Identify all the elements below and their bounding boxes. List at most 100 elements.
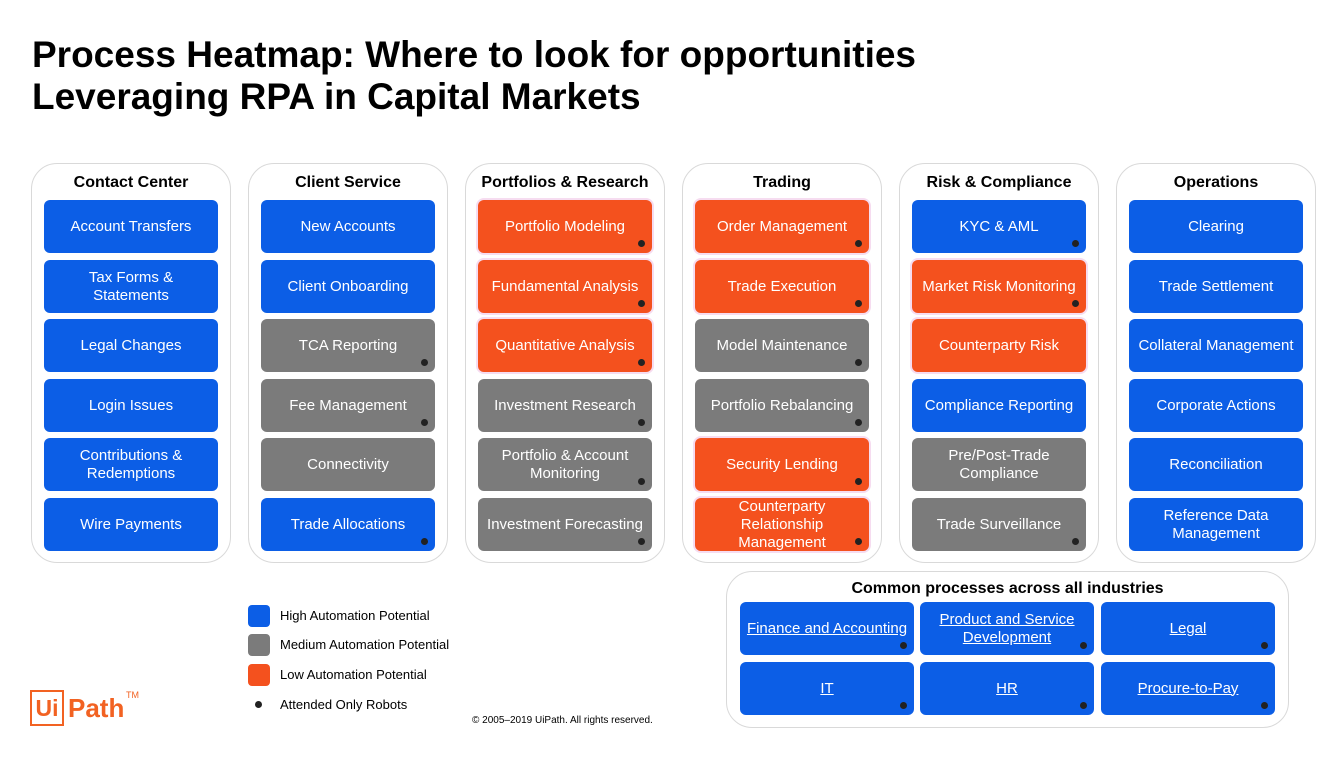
process-box-collateral-management: Collateral Management — [1129, 319, 1303, 372]
process-box-connectivity: Connectivity — [261, 438, 435, 491]
attended-robot-dot — [855, 478, 862, 485]
column-risk-compliance: Risk & Compliance KYC & AML Market Risk Mo… — [899, 163, 1099, 563]
process-label: Client Onboarding — [287, 277, 409, 295]
common-link-procure-to-pay[interactable]: Procure-to-Pay — [1101, 662, 1275, 715]
process-box-counterparty-risk: Counterparty Risk — [912, 319, 1086, 372]
process-label: Trade Settlement — [1158, 277, 1274, 295]
process-label: Legal Changes — [80, 336, 182, 354]
attended-robot-dot — [638, 359, 645, 366]
legend-dot-icon — [255, 701, 262, 708]
title-line-1: Process Heatmap: Where to look for oppor… — [32, 34, 917, 75]
process-label: Trade Allocations — [290, 515, 406, 533]
process-box-wire-payments: Wire Payments — [44, 498, 218, 551]
process-box-fee-management: Fee Management — [261, 379, 435, 432]
process-box-kyc-aml: KYC & AML — [912, 200, 1086, 253]
legend-swatch-high — [248, 605, 270, 627]
attended-robot-dot — [638, 538, 645, 545]
common-link-product-and-service-development[interactable]: Product and Service Development — [920, 602, 1094, 655]
process-label: Trade Execution — [727, 277, 837, 295]
process-box-pre-post-trade-compliance: Pre/Post-Trade Compliance — [912, 438, 1086, 491]
process-box-compliance-reporting: Compliance Reporting — [912, 379, 1086, 432]
attended-robot-dot — [638, 240, 645, 247]
common-link-label: HR — [996, 679, 1018, 697]
process-box-quantitative-analysis: Quantitative Analysis — [478, 319, 652, 372]
process-label: Quantitative Analysis — [495, 336, 635, 354]
process-label: Counterparty Risk — [938, 336, 1060, 354]
process-box-contributions-redemptions: Contributions & Redemptions — [44, 438, 218, 491]
attended-robot-dot — [1072, 538, 1079, 545]
logo-trademark: TM — [126, 690, 139, 700]
attended-robot-dot — [421, 538, 428, 545]
attended-robot-dot — [900, 702, 907, 709]
process-label: TCA Reporting — [298, 336, 398, 354]
process-label: Model Maintenance — [716, 336, 848, 354]
process-box-order-management: Order Management — [695, 200, 869, 253]
process-label: Order Management — [716, 217, 848, 235]
attended-robot-dot — [638, 478, 645, 485]
process-box-account-transfers: Account Transfers — [44, 200, 218, 253]
attended-robot-dot — [1261, 642, 1268, 649]
process-label: KYC & AML — [959, 217, 1039, 235]
column-contact-center: Contact Center Account Transfers Tax Forms… — [31, 163, 231, 563]
column-portfolios-research: Portfolios & Research Portfolio Modeling F… — [465, 163, 665, 563]
process-label: Investment Forecasting — [487, 515, 643, 533]
common-link-it[interactable]: IT — [740, 662, 914, 715]
column-header: Risk & Compliance — [926, 174, 1072, 191]
attended-robot-dot — [855, 359, 862, 366]
process-box-portfolio-account-monitoring: Portfolio & Account Monitoring — [478, 438, 652, 491]
process-label: Corporate Actions — [1156, 396, 1276, 414]
process-box-fundamental-analysis: Fundamental Analysis — [478, 260, 652, 313]
process-label: Portfolio Modeling — [504, 217, 626, 235]
common-processes-header: Common processes across all industries — [851, 580, 1164, 597]
column-header: Client Service — [295, 174, 401, 191]
process-label: Portfolio Rebalancing — [710, 396, 854, 414]
process-box-investment-research: Investment Research — [478, 379, 652, 432]
process-box-reference-data-management: Reference Data Management — [1129, 498, 1303, 551]
process-label: Reference Data Management — [1163, 506, 1269, 542]
process-label: Contributions & Redemptions — [79, 446, 183, 482]
process-label: Pre/Post-Trade Compliance — [948, 446, 1050, 482]
attended-robot-dot — [1072, 300, 1079, 307]
process-label: Login Issues — [88, 396, 174, 414]
process-box-market-risk-monitoring: Market Risk Monitoring — [912, 260, 1086, 313]
legend-swatch-low — [248, 664, 270, 686]
process-box-trade-allocations: Trade Allocations — [261, 498, 435, 551]
process-box-reconciliation: Reconciliation — [1129, 438, 1303, 491]
process-label: Counterparty Relationship Management — [738, 497, 826, 551]
logo-path-text: Path — [68, 693, 125, 723]
column-client-service: Client Service New Accounts Client Onboard… — [248, 163, 448, 563]
process-box-trade-surveillance: Trade Surveillance — [912, 498, 1086, 551]
legend-label: Medium Automation Potential — [280, 637, 450, 652]
legend-label: Low Automation Potential — [280, 667, 427, 682]
attended-robot-dot — [1072, 240, 1079, 247]
process-box-model-maintenance: Model Maintenance — [695, 319, 869, 372]
page-title: Process Heatmap: Where to look for oppor… — [32, 34, 916, 118]
common-link-hr[interactable]: HR — [920, 662, 1094, 715]
process-box-portfolio-modeling: Portfolio Modeling — [478, 200, 652, 253]
common-link-label: Finance and Accounting — [746, 619, 908, 637]
attended-robot-dot — [1080, 642, 1087, 649]
process-label: Clearing — [1188, 217, 1244, 235]
attended-robot-dot — [900, 642, 907, 649]
process-box-new-accounts: New Accounts — [261, 200, 435, 253]
attended-robot-dot — [1080, 702, 1087, 709]
process-box-investment-forecasting: Investment Forecasting — [478, 498, 652, 551]
legend-label: Attended Only Robots — [280, 697, 408, 712]
process-box-legal-changes: Legal Changes — [44, 319, 218, 372]
process-box-client-onboarding: Client Onboarding — [261, 260, 435, 313]
process-box-security-lending: Security Lending — [695, 438, 869, 491]
process-label: Compliance Reporting — [924, 396, 1074, 414]
process-box-corporate-actions: Corporate Actions — [1129, 379, 1303, 432]
process-label: Collateral Management — [1138, 336, 1294, 354]
attended-robot-dot — [1261, 702, 1268, 709]
process-label: Trade Surveillance — [936, 515, 1062, 533]
process-box-portfolio-rebalancing: Portfolio Rebalancing — [695, 379, 869, 432]
process-box-trade-execution: Trade Execution — [695, 260, 869, 313]
attended-robot-dot — [421, 419, 428, 426]
common-link-finance-and-accounting[interactable]: Finance and Accounting — [740, 602, 914, 655]
legend-label: High Automation Potential — [280, 608, 430, 623]
logo-ui-mark: Ui — [30, 690, 64, 726]
process-box-trade-settlement: Trade Settlement — [1129, 260, 1303, 313]
common-link-legal[interactable]: Legal — [1101, 602, 1275, 655]
process-box-tax-forms-statements: Tax Forms & Statements — [44, 260, 218, 313]
